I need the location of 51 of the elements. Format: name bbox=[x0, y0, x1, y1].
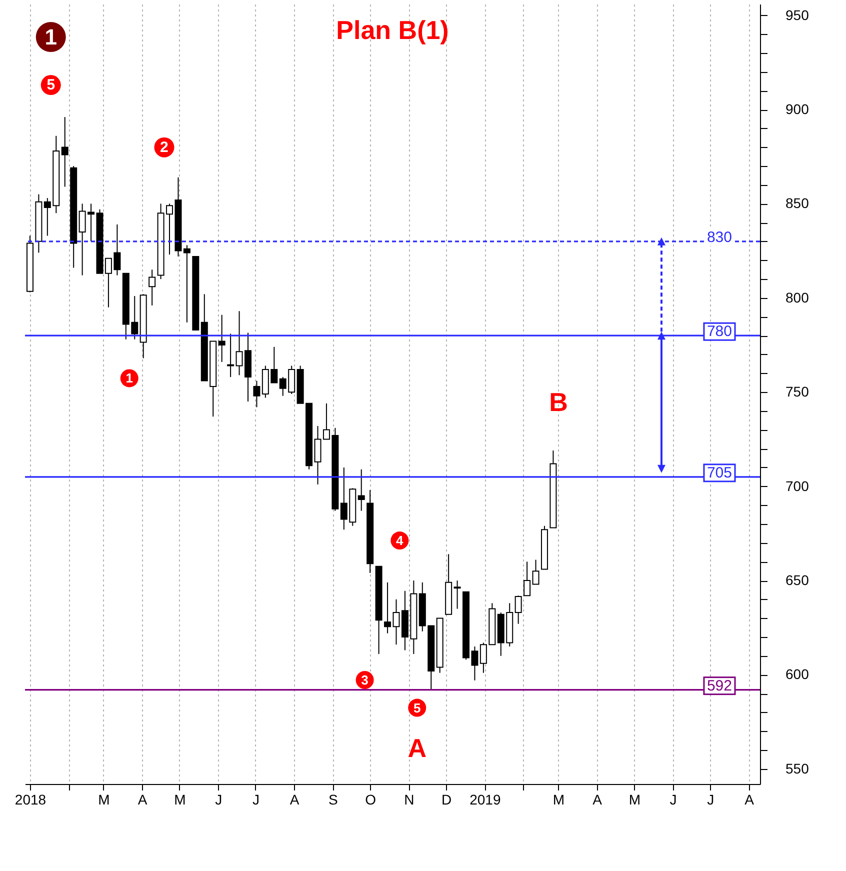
x-tick-label: O bbox=[365, 792, 376, 808]
x-tick-label: J bbox=[252, 792, 260, 808]
ref-line-label: 830 bbox=[706, 228, 732, 246]
annotation: 5 bbox=[414, 700, 421, 716]
candlestick bbox=[148, 269, 156, 306]
ref-line-label: 780 bbox=[706, 323, 732, 340]
x-tick-label: M bbox=[98, 792, 110, 808]
x-tick-label: 2018 bbox=[14, 792, 46, 808]
y-tick-label: 950 bbox=[786, 6, 810, 23]
chart-title: Plan B(1) bbox=[336, 15, 449, 45]
candlestick bbox=[183, 244, 190, 323]
x-tick-label: M bbox=[628, 792, 641, 808]
y-tick-label: 850 bbox=[786, 195, 810, 212]
annotation: 3 bbox=[361, 672, 368, 688]
annotation: 1 bbox=[44, 24, 57, 50]
candlestick bbox=[514, 595, 522, 624]
y-tick-label: 650 bbox=[786, 572, 810, 588]
x-tick-label: A bbox=[592, 792, 603, 808]
y-tick-label: 750 bbox=[786, 384, 810, 400]
x-tick-label: A bbox=[744, 792, 755, 808]
y-tick-label: 600 bbox=[786, 666, 810, 682]
x-tick-label: N bbox=[404, 792, 414, 808]
y-tick-label: 700 bbox=[786, 478, 810, 494]
candlestick bbox=[218, 314, 226, 362]
annotation: 2 bbox=[160, 138, 168, 156]
annotation: 1 bbox=[126, 370, 133, 386]
annotation: B bbox=[549, 387, 568, 418]
ref-line-label: 592 bbox=[706, 677, 732, 694]
annotation: 4 bbox=[396, 533, 404, 548]
annotation: A bbox=[408, 732, 427, 763]
x-tick-label: J bbox=[215, 792, 222, 808]
y-tick-label: 900 bbox=[786, 101, 810, 118]
x-tick-label: M bbox=[174, 792, 186, 808]
y-tick-label: 800 bbox=[786, 289, 810, 306]
candlestick bbox=[454, 580, 461, 610]
y-tick-label: 550 bbox=[786, 760, 810, 776]
x-tick-label: A bbox=[290, 792, 300, 808]
x-tick-label: D bbox=[442, 792, 452, 808]
x-tick-label: M bbox=[552, 792, 565, 808]
x-tick-label: 2019 bbox=[470, 792, 501, 808]
candlestick bbox=[532, 559, 540, 585]
candlestick bbox=[61, 116, 68, 188]
candlestick bbox=[358, 468, 365, 512]
ref-line-label: 705 bbox=[706, 464, 732, 482]
x-tick-label: S bbox=[328, 792, 338, 808]
x-tick-label: J bbox=[670, 792, 677, 808]
x-tick-label: J bbox=[707, 792, 714, 808]
x-tick-label: A bbox=[138, 792, 148, 808]
candlestick bbox=[524, 561, 531, 596]
annotation: 5 bbox=[46, 76, 56, 94]
candlestick bbox=[253, 380, 260, 408]
